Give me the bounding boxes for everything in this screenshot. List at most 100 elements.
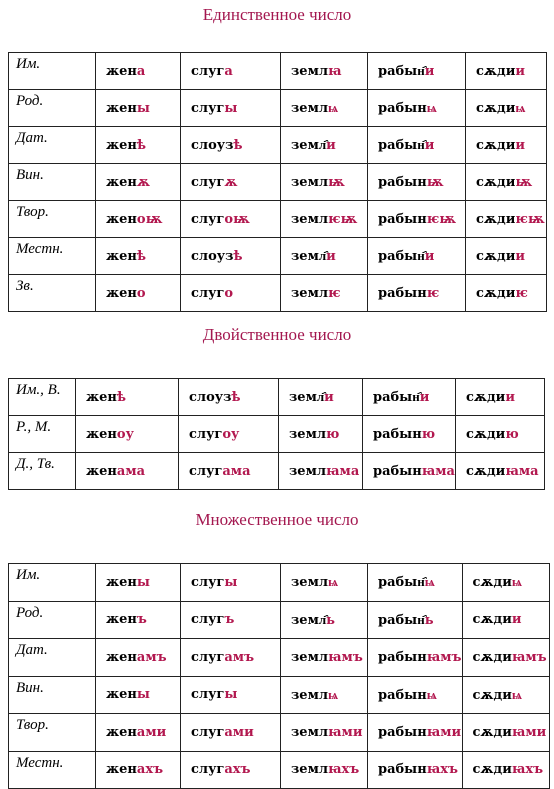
stem: слоуз	[191, 248, 234, 264]
table-row: Дат. женѣ слоузѣ земл҄и рабын҄и сѫдии	[8, 126, 547, 164]
stem: рабын	[373, 426, 422, 442]
case-label: Им.	[8, 563, 96, 602]
stem: земл҄	[289, 390, 325, 405]
ending: ѣ	[233, 248, 243, 264]
word-form: рабынꙗма	[362, 452, 456, 490]
ending: оу	[222, 426, 240, 442]
ending: ꙗми	[426, 724, 462, 740]
word-form: сѫдии	[461, 600, 550, 639]
stem: жен	[106, 574, 137, 590]
word-form: земл҄и	[280, 237, 368, 275]
ending: ꙗмъ	[511, 649, 547, 665]
ending: ꙗмъ	[328, 649, 363, 665]
ending: ѩ	[328, 101, 339, 116]
ending: и	[515, 63, 526, 79]
word-form: женъ	[95, 600, 181, 639]
word-form: женама	[75, 452, 179, 490]
word-form: сѫдии	[465, 126, 547, 164]
word-form: женѫ	[95, 163, 181, 201]
case-label: Местн.	[8, 237, 96, 275]
ending: ѥ	[328, 285, 341, 301]
stem: жен	[86, 463, 117, 479]
stem: земл	[291, 649, 329, 665]
section-title: Множественное число	[195, 510, 359, 529]
table-row: Вин. женѫ слугѫ землѭ рабынѭ сѫдиѭ	[8, 163, 547, 201]
ending: ѥѭ	[328, 211, 358, 227]
word-form: женамъ	[95, 638, 181, 677]
ending: ю	[421, 426, 436, 442]
table-row: Род. жены слугы землѩ рабынѩ сѫдиѩ	[8, 89, 547, 127]
stem: земл	[291, 174, 329, 190]
stem: земл҄	[291, 249, 327, 264]
stem: земл҄	[291, 612, 327, 628]
word-form: рабынꙗмъ	[367, 638, 463, 677]
stem: рабын҄	[373, 390, 420, 405]
word-form: слугахъ	[180, 750, 281, 789]
ending: ѥ	[515, 285, 528, 301]
stem: рабын	[378, 687, 427, 703]
word-form: слугы	[180, 563, 281, 602]
ending: ы	[136, 100, 150, 116]
stem: сѫди	[472, 724, 512, 740]
ending: ѩ	[424, 575, 435, 591]
stem: земл	[291, 724, 329, 740]
ending: ѥѭ	[515, 211, 545, 227]
word-form: землѭ	[280, 163, 368, 201]
word-form: землꙗмъ	[280, 638, 368, 677]
ending: ь	[424, 612, 434, 628]
word-form: женѣ	[75, 378, 179, 416]
ending: ꙗми	[328, 724, 363, 740]
word-form: жены	[95, 89, 181, 127]
word-form: сѫдии	[454, 378, 545, 416]
word-form: землѥ	[280, 274, 368, 312]
word-form: землю	[278, 415, 363, 453]
stem: земл	[291, 575, 329, 591]
word-form: рабынꙗми	[367, 713, 463, 752]
case-label: Род.	[8, 89, 96, 127]
stem: жен	[106, 285, 137, 301]
word-form: рабынѥѭ	[367, 200, 466, 238]
ending: ы	[224, 687, 238, 703]
word-form: земл҄ь	[280, 600, 368, 639]
stem: жен	[106, 100, 137, 116]
ending: амъ	[136, 649, 167, 665]
case-label: Им., В.	[8, 378, 76, 416]
stem: слуг	[191, 724, 225, 740]
word-form: сѫдиꙗхъ	[461, 750, 550, 789]
word-form: рабын҄ѩ	[367, 563, 463, 602]
word-form: землꙗма	[278, 452, 363, 490]
case-label: Вин.	[8, 163, 96, 201]
ending: ѩ	[426, 101, 437, 116]
stem: рабын҄	[378, 575, 425, 591]
case-label: Р., М.	[8, 415, 76, 453]
word-form: сѫдиѩ	[461, 563, 550, 602]
table-row: Вин. жены слугы землѩ рабынѩ сѫдиѩ	[8, 675, 550, 714]
word-form: слугоу	[178, 415, 279, 453]
stem: рабын	[378, 211, 427, 227]
stem: слуг	[191, 612, 225, 628]
stem: жен	[106, 724, 137, 740]
ending: оу	[116, 426, 134, 442]
ending: и	[424, 249, 435, 264]
ending: ꙗмъ	[426, 649, 462, 665]
ending: ѣ	[116, 389, 127, 405]
ending: ѫ	[136, 174, 151, 190]
word-form: сѫдиѩ	[461, 675, 550, 714]
word-form: слуга	[180, 52, 281, 90]
stem: рабын҄	[378, 249, 425, 264]
ending: ꙗми	[511, 724, 547, 740]
word-form: рабыню	[362, 415, 456, 453]
stem: слуг	[191, 687, 225, 703]
stem: сѫди	[472, 687, 512, 703]
stem: жен	[106, 687, 137, 703]
word-form: землѩ	[280, 89, 368, 127]
stem: слуг	[191, 649, 225, 665]
word-form: слугами	[180, 713, 281, 752]
table-row: Род. женъ слугъ земл҄ь рабын҄ь сѫдии	[8, 600, 550, 639]
word-form: женоѭ	[95, 200, 181, 238]
stem: сѫди	[465, 426, 506, 442]
table-row: Р., М. женоу слугоу землю рабыню сѫдию	[8, 415, 545, 453]
case-label: Зв.	[8, 274, 96, 312]
stem: слоуз	[189, 389, 232, 405]
stem: сѫди	[476, 137, 516, 153]
